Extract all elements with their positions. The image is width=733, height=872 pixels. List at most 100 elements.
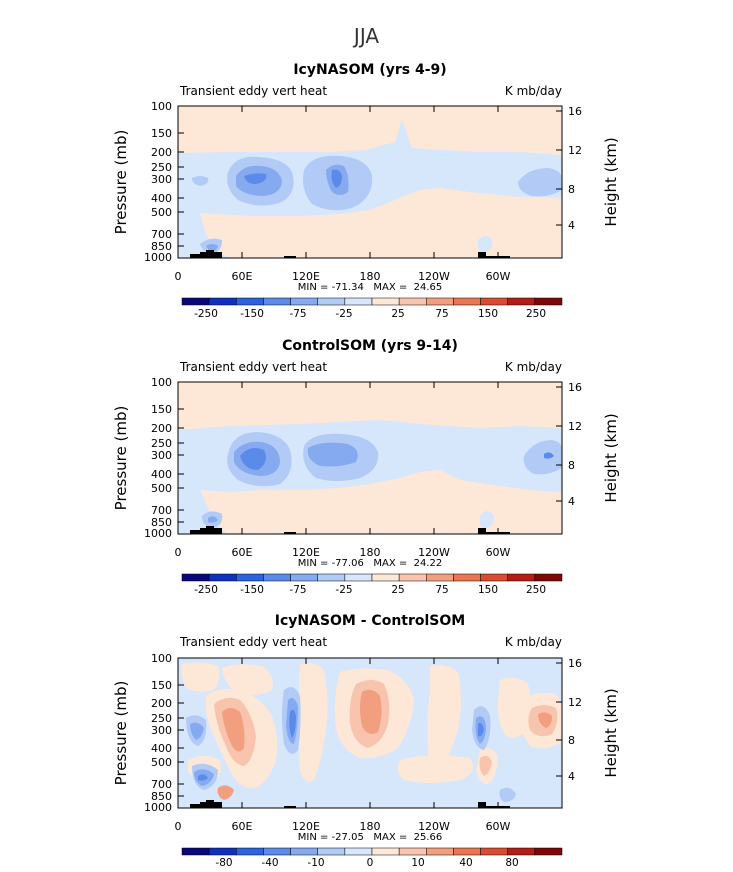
panel-2-y2tick-16: 16 [568, 381, 582, 394]
panel-2-colorbar-cell-6 [317, 573, 346, 582]
panel-3-xtick-60w: 60W [486, 820, 511, 833]
panel-3-colorbar-cell-2 [208, 847, 237, 856]
panel-1-y2tick-8: 8 [568, 183, 575, 196]
panel-1-xtick-120e: 120E [292, 270, 320, 283]
panel-3-colorbar-cell-8 [371, 847, 400, 856]
panel-1-contour-field [178, 106, 562, 258]
panel-2-colorbar-cell-14 [534, 573, 563, 582]
panel-1-subtitle-right: K mb/day [505, 84, 562, 98]
panel-1-cb-label-3: -75 [289, 308, 306, 320]
panel-3-ylabel: Pressure (mb) [112, 681, 130, 786]
panel-1-x-axis: 0 60E 120E 180 120W 60W [175, 106, 511, 283]
panel-2-xtick-marks [241, 382, 499, 534]
panel-2-ytick-marks [178, 381, 184, 535]
panel-1-ytick-850: 850 [151, 240, 172, 253]
panel-3-y2tick-marks [556, 662, 562, 777]
panel-2-ytick-400: 400 [151, 468, 172, 481]
panel-2-ytick-1000: 1000 [144, 527, 172, 540]
panel-2-y2tick-8: 8 [568, 459, 575, 472]
panel-3-cb-label-3: -10 [307, 857, 324, 869]
panel-3-colorbar-cell-10 [426, 847, 454, 856]
panel-1-cb-label-2: -150 [240, 308, 264, 320]
panel-2-colorbar-cell-1 [181, 573, 210, 582]
panel-1-xtick-0: 0 [175, 270, 182, 283]
panel-1-lower-blue [178, 212, 230, 258]
panel-3-xtick-120e: 120E [292, 820, 320, 833]
panel-3-cb-label-6: 40 [459, 857, 472, 869]
panel-2-y2tick-12: 12 [568, 420, 582, 433]
panel-2-xtick-120e: 120E [292, 546, 320, 559]
panel-3-orange-mid-4 [479, 755, 492, 776]
panel-2-x-axis: 0 60E 120E 180 120W 60W [175, 382, 511, 559]
panel-3-orange-upper-1 [181, 662, 220, 692]
panel-3-colorbar-cell-9 [398, 847, 427, 856]
panel-3-cb-label-4: 0 [367, 857, 374, 869]
panel-2-xtick-0: 0 [175, 546, 182, 559]
panel-3-colorbar-cell-7 [344, 847, 373, 856]
panel-2-contour-field [178, 382, 562, 534]
panel-1-y2tick-16: 16 [568, 105, 582, 118]
panel-1-colorbar-cell-4 [263, 297, 291, 306]
panel-1-y2label: Height (km) [602, 137, 620, 226]
panel-2-colorbar-cell-7 [344, 573, 373, 582]
panel-1-ytick-200: 200 [151, 146, 172, 159]
panel-2-blue-core-2 [544, 452, 554, 459]
panel-3-ytick-500: 500 [151, 756, 172, 769]
panel-1-xtick-60w: 60W [486, 270, 511, 283]
panel-3-xtick-0: 0 [175, 820, 182, 833]
panel-2-colorbar-cell-8 [371, 573, 400, 582]
panel-3-y2tick-16: 16 [568, 657, 582, 670]
panel-1-ytick-150: 150 [151, 127, 172, 140]
panel-2-title: ControlSOM (yrs 9-14) [282, 338, 458, 354]
panel-3-colorbar-cell-11 [453, 847, 481, 856]
panel-2-blue-mid-2 [307, 442, 358, 467]
panel-1-ytick-100: 100 [151, 100, 172, 113]
panel-2-ytick-500: 500 [151, 482, 172, 495]
panel-1-xtick-120w: 120W [418, 270, 450, 283]
panel-3-terrain [190, 800, 510, 808]
panel-1-cb-label-8: 250 [526, 308, 546, 320]
panel-3-ytick-marks [178, 657, 184, 809]
panel-1-colorbar-cell-6 [317, 297, 346, 306]
panel-2-ytick-850: 850 [151, 516, 172, 529]
panel-3-orange-core-3 [538, 712, 552, 728]
panel-1-colorbar-cell-14 [534, 297, 563, 306]
panel-2-y2label: Height (km) [602, 413, 620, 502]
panel-1-cb-label-4: -25 [335, 308, 352, 320]
panel-1-y2tick-marks [556, 110, 562, 226]
panel-3-colorbar-cell-5 [290, 847, 318, 856]
panel-3-y2tick-12: 12 [568, 696, 582, 709]
panel-1-colorbar-cell-2 [208, 297, 237, 306]
panel-3-orange-col-4 [427, 664, 461, 771]
panel-2-stats: MIN = -77.06 MAX = 24.22 [298, 558, 442, 569]
panel-1-colorbar-cell-8 [371, 297, 400, 306]
panel-3-x-axis: 0 60E 120E 180 120W 60W [175, 658, 511, 833]
panel-1-y-axis: 100 150 200 250 300 400 500 700 850 1000… [112, 100, 184, 264]
panel-1-y2tick-12: 12 [568, 144, 582, 157]
panel-2-ytick-250: 250 [151, 437, 172, 450]
panel-2-xtick-120w: 120W [418, 546, 450, 559]
panel-3-subtitle-right: K mb/day [505, 635, 562, 649]
panel-1-colorbar-cell-13 [507, 297, 536, 306]
panel-2-blue-core-1 [240, 448, 266, 470]
panel-3-colorbar-cells [181, 847, 563, 856]
panel-3-orange-core-4 [217, 785, 234, 800]
panel-3-ytick-1000: 1000 [144, 801, 172, 814]
panel-3-colorbar-cell-13 [507, 847, 536, 856]
panel-2-colorbar-cell-5 [290, 573, 318, 582]
panel-3-orange-core-2 [360, 689, 382, 734]
panel-3-ytick-300: 300 [151, 724, 172, 737]
panel-2-cb-label-4: -25 [335, 584, 352, 596]
panel-3-ytick-400: 400 [151, 742, 172, 755]
panel-2-subtitle-right: K mb/day [505, 360, 562, 374]
panel-3-xtick-180: 180 [360, 820, 381, 833]
panel-1-ytick-300: 300 [151, 173, 172, 186]
panel-3-colorbar-cell-1 [181, 847, 210, 856]
panel-3-blue-core-2 [478, 722, 484, 737]
panel-2-colorbar-cell-9 [398, 573, 427, 582]
panel-1-blue-center-3 [518, 168, 562, 197]
panel-1-colorbar-cell-5 [290, 297, 318, 306]
panel-1-xtick-marks [241, 106, 499, 258]
panel-1-ytick-500: 500 [151, 206, 172, 219]
panel-3-colorbar: -80 -40 -10 0 10 40 80 [181, 847, 563, 869]
